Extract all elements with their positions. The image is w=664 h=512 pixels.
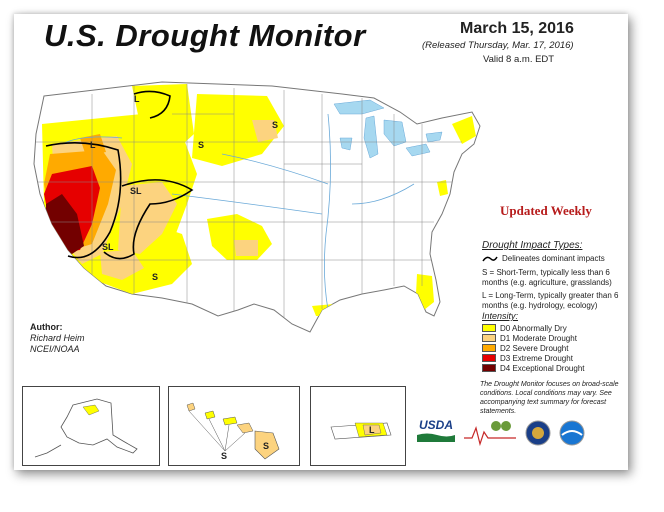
doc-seal-icon (525, 420, 551, 446)
map-date: March 15, 2016 (460, 20, 574, 37)
noaa-logo-icon (559, 420, 585, 446)
legend-row-d1: D1 Moderate Drought (482, 333, 585, 343)
impact-lines (45, 90, 194, 260)
label-s-north: S (198, 140, 204, 150)
puerto-rico-inset: L (310, 386, 406, 466)
short-term-note: S = Short-Term, typically less than 6 mo… (482, 268, 612, 287)
great-lakes (333, 99, 443, 159)
alaska-map (34, 398, 138, 458)
legend-swatch-d3 (482, 354, 496, 362)
author-heading: Author: (30, 322, 63, 332)
rivers (61, 113, 415, 311)
ndmc-logo (464, 421, 516, 447)
label-s-hawaii-big: S (263, 441, 269, 451)
drought-monitor-footnote: The Drought Monitor focuses on broad-sca… (480, 381, 619, 415)
legend-row-d3: D3 Extreme Drought (482, 353, 585, 363)
legend-label-d3: D3 Extreme Drought (500, 353, 573, 363)
hawaii-map: S S (186, 402, 280, 461)
label-l-west: L (90, 140, 96, 150)
release-date: (Released Thursday, Mar. 17, 2016) (422, 40, 574, 51)
legend-swatch-d1 (482, 334, 496, 342)
page-title: U.S. Drought Monitor (44, 18, 366, 53)
usda-logo-text: USDA (418, 418, 453, 432)
legend-row-d4: D4 Exceptional Drought (482, 363, 585, 373)
label-sl-nevada: SL (130, 186, 142, 196)
label-s-hawaii-west: S (221, 451, 227, 461)
intensity-legend: D0 Abnormally Dry D1 Moderate Drought D2… (482, 323, 585, 373)
valid-time: Valid 8 a.m. EDT (483, 54, 555, 65)
usda-wave-icon (417, 433, 455, 442)
impact-line-legend: Delineates dominant impacts (482, 254, 605, 263)
impact-types-title: Drought Impact Types: (482, 240, 583, 251)
state-boundaries (36, 84, 462, 324)
delineation-line-icon (482, 256, 498, 261)
puerto-rico-map: L (330, 422, 392, 440)
label-s-southwest: S (152, 272, 158, 282)
legend-label-d0: D0 Abnormally Dry (500, 323, 567, 333)
conus-map: L L S S SL SL S (33, 81, 481, 333)
label-l-north: L (134, 94, 140, 104)
updated-weekly-label: Updated Weekly (500, 203, 592, 218)
label-s-dakota: S (272, 120, 278, 130)
drought-monitor-map: U.S. Drought Monitor March 15, 2016 (Rel… (14, 14, 628, 470)
impact-labels: L L S S SL SL S (90, 94, 278, 282)
legend-label-d4: D4 Exceptional Drought (500, 363, 585, 373)
legend-swatch-d0 (482, 324, 496, 332)
author-org: NCEI/NOAA (30, 344, 80, 354)
legend-label-d2: D2 Severe Drought (500, 343, 569, 353)
intensity-title: Intensity: (482, 311, 519, 321)
usda-logo: USDA (416, 418, 456, 448)
agency-logos: USDA (416, 418, 586, 448)
label-sl-south: SL (102, 242, 114, 252)
legend-swatch-d4 (482, 364, 496, 372)
alaska-inset (22, 386, 160, 466)
author-block: Author: Richard Heim NCEI/NOAA (30, 322, 85, 355)
impact-line-label: Delineates dominant impacts (502, 254, 605, 263)
legend-row-d0: D0 Abnormally Dry (482, 323, 585, 333)
label-l-puerto-rico: L (369, 425, 375, 435)
author-name: Richard Heim (30, 333, 85, 343)
legend-row-d2: D2 Severe Drought (482, 343, 585, 353)
legend-label-d1: D1 Moderate Drought (500, 333, 577, 343)
hawaii-inset: S S (168, 386, 300, 466)
legend-swatch-d2 (482, 344, 496, 352)
long-term-note: L = Long-Term, typically greater than 6 … (482, 291, 619, 310)
